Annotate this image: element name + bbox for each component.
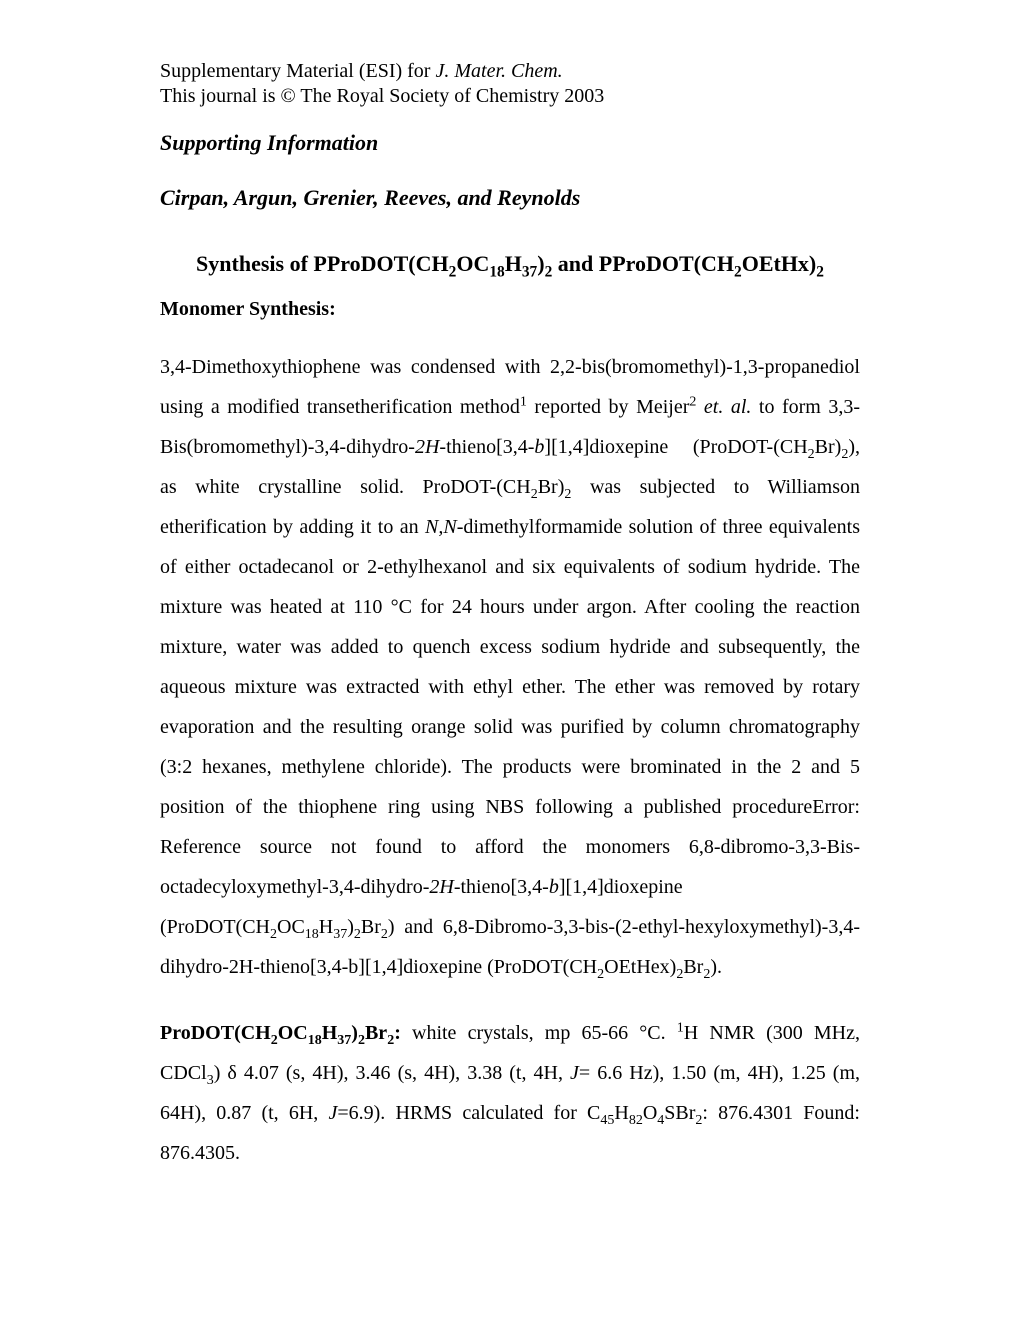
header-journal: J. Mater. Chem. [435, 60, 562, 82]
monomer-synthesis-heading: Monomer Synthesis: [160, 298, 860, 321]
body-paragraph-1: 3,4-Dimethoxythiophene was condensed wit… [160, 347, 860, 987]
body-paragraph-2: ProDOT(CH2OC18H37)2Br2: white crystals, … [160, 1013, 860, 1173]
header-prefix: Supplementary Material (ESI) for [160, 60, 435, 82]
authors-heading: Cirpan, Argun, Grenier, Reeves, and Reyn… [160, 185, 860, 210]
page-container: Supplementary Material (ESI) for J. Mate… [0, 0, 1020, 1233]
synthesis-title: Synthesis of PProDOT(CH2OC18H37)2 and PP… [160, 251, 860, 276]
header-line-1: Supplementary Material (ESI) for J. Mate… [160, 60, 860, 83]
header-line-2: This journal is © The Royal Society of C… [160, 85, 860, 108]
supporting-info-heading: Supporting Information [160, 130, 860, 155]
